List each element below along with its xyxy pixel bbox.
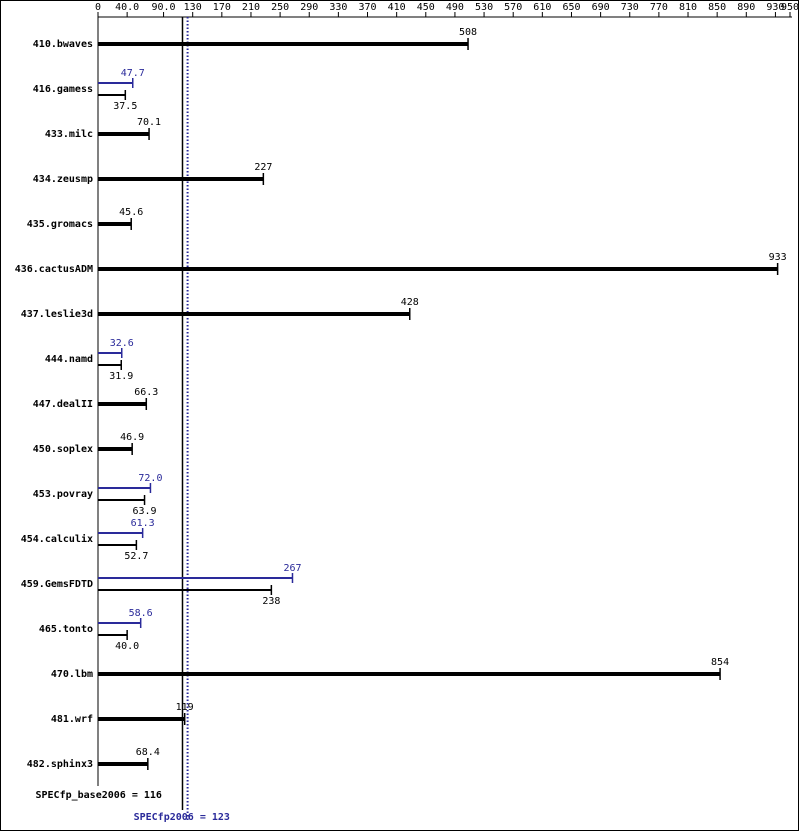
value-label: 238 [262, 596, 280, 607]
category-label: 434.zeusmp [33, 174, 93, 185]
category-label: 454.calculix [21, 533, 93, 545]
value-label: 61.3 [131, 518, 155, 529]
value-label: 119 [176, 702, 194, 713]
value-label: 47.7 [121, 68, 145, 79]
value-label: 428 [401, 297, 419, 308]
x-tick-label: 370 [358, 2, 376, 13]
x-tick-label: 330 [329, 2, 347, 13]
category-label: 435.gromacs [27, 219, 93, 230]
category-label: 465.tonto [39, 624, 93, 635]
x-tick-label: 530 [475, 2, 493, 13]
x-tick-label: 610 [533, 2, 551, 13]
value-label: 854 [711, 657, 729, 668]
category-label: 481.wrf [51, 714, 93, 725]
category-label: 410.bwaves [33, 39, 93, 50]
value-label: 933 [769, 252, 787, 263]
category-label: 459.GemsFDTD [21, 579, 93, 590]
x-tick-label: 0 [95, 2, 101, 13]
x-tick-label: 950 [781, 2, 799, 13]
x-tick-label: 770 [650, 2, 668, 13]
value-label: 46.9 [120, 432, 144, 443]
value-label: 267 [283, 563, 301, 574]
value-label: 32.6 [110, 338, 134, 349]
reference-label: SPECfp_base2006 = 116 [35, 790, 161, 801]
value-label: 37.5 [113, 101, 137, 112]
x-tick-label: 570 [504, 2, 522, 13]
category-label: 453.povray [33, 489, 93, 500]
x-tick-label: 850 [708, 2, 726, 13]
value-label: 31.9 [109, 371, 133, 382]
x-tick-label: 130 [184, 2, 202, 13]
x-tick-label: 450 [417, 2, 435, 13]
category-label: 450.soplex [33, 444, 93, 455]
category-label: 482.sphinx3 [27, 758, 93, 770]
x-tick-label: 250 [271, 2, 289, 13]
category-label: 470.lbm [51, 669, 93, 680]
value-label: 227 [254, 162, 272, 173]
value-label: 70.1 [137, 117, 161, 128]
x-tick-label: 930 [766, 2, 784, 13]
category-label: 437.leslie3d [21, 308, 93, 320]
category-label: 444.namd [45, 354, 93, 365]
x-tick-label: 210 [242, 2, 260, 13]
value-label: 63.9 [132, 506, 156, 517]
x-tick-label: 290 [300, 2, 318, 13]
value-label: 68.4 [136, 747, 160, 758]
value-label: 45.6 [119, 207, 143, 218]
reference-label: SPECfp2006 = 123 [134, 812, 230, 823]
x-tick-label: 690 [592, 2, 610, 13]
category-label: 447.dealII [33, 399, 93, 410]
value-label: 40.0 [115, 641, 139, 652]
x-tick-label: 90.0 [152, 2, 176, 13]
value-label: 66.3 [134, 387, 158, 398]
value-label: 72.0 [138, 473, 162, 484]
value-label: 52.7 [124, 551, 148, 562]
value-label: 58.6 [129, 608, 153, 619]
category-label: 416.gamess [33, 84, 93, 95]
x-tick-label: 650 [562, 2, 580, 13]
value-label: 508 [459, 27, 477, 38]
x-tick-label: 490 [446, 2, 464, 13]
x-tick-label: 810 [679, 2, 697, 13]
x-tick-label: 730 [621, 2, 639, 13]
category-label: 433.milc [45, 128, 93, 140]
x-tick-label: 170 [213, 2, 231, 13]
x-tick-label: 890 [737, 2, 755, 13]
x-tick-label: 40.0 [115, 2, 139, 13]
category-label: 436.cactusADM [15, 264, 93, 275]
x-tick-label: 410 [388, 2, 406, 13]
